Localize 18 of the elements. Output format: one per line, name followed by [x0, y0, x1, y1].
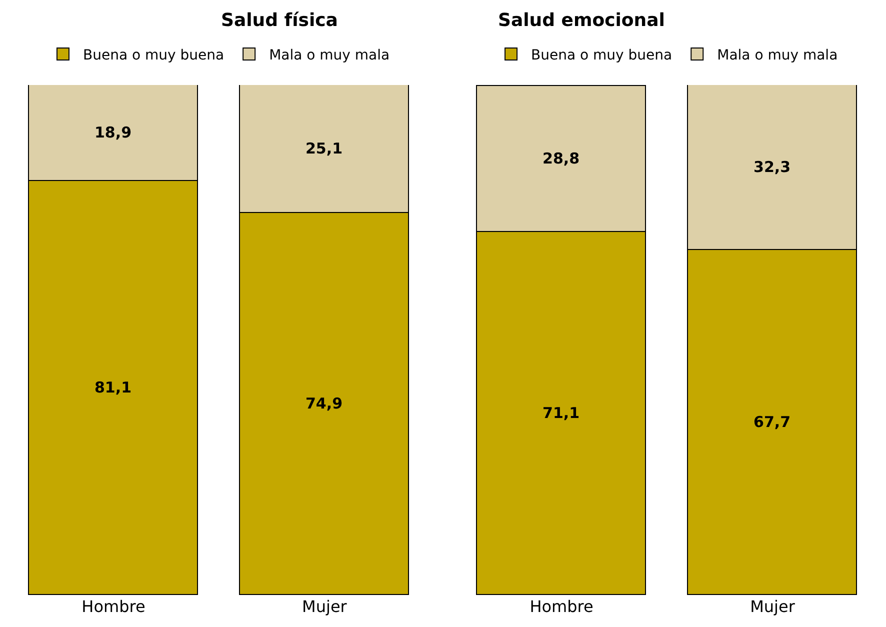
chart-title: Salud física — [221, 10, 338, 31]
x-tick-label: Hombre — [82, 597, 146, 616]
x-tick-label: Mujer — [302, 597, 348, 616]
data-label: 81,1 — [94, 378, 132, 396]
data-label: 25,1 — [305, 140, 343, 158]
data-label: 71,1 — [542, 404, 580, 422]
legend-label: Buena o muy buena — [531, 47, 672, 64]
data-label: 67,7 — [754, 413, 791, 431]
x-tick-label: Mujer — [750, 597, 796, 616]
legend-label: Mala o muy mala — [269, 47, 390, 64]
legend-label: Buena o muy buena — [82, 47, 224, 64]
data-label: 74,9 — [305, 394, 343, 412]
data-label: 32,3 — [754, 158, 791, 176]
x-tick-label: Hombre — [530, 597, 594, 616]
legend-label: Mala o muy mala — [717, 47, 838, 64]
data-label: 28,8 — [542, 150, 580, 168]
data-label: 18,9 — [94, 124, 132, 142]
chart-title: Salud emocional — [498, 10, 665, 31]
